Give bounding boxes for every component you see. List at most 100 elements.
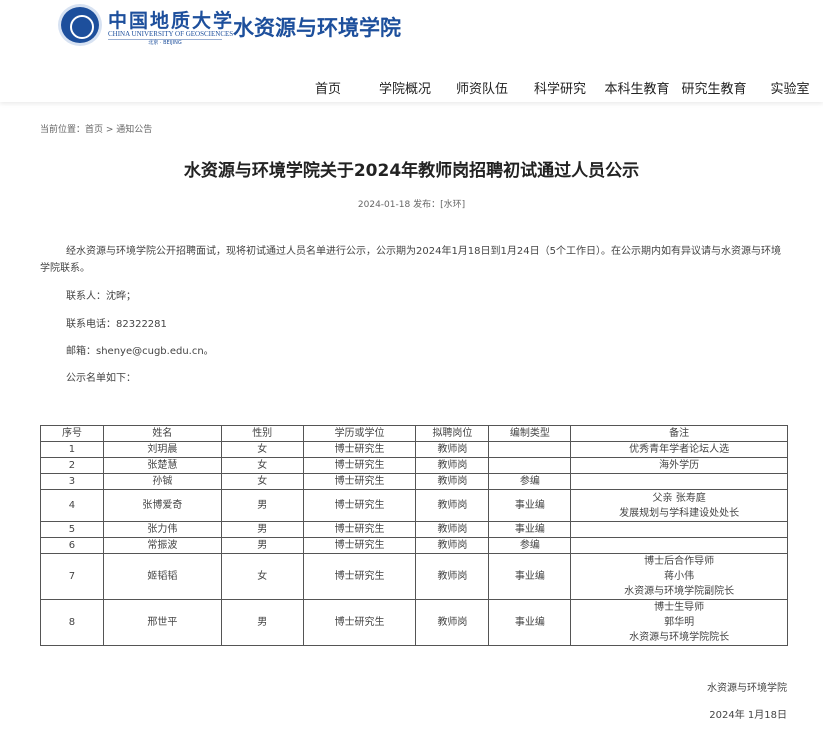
contact-email: 邮箱：shenye@cugb.edu.cn。 [66, 346, 214, 357]
intro-paragraph: 经水资源与环境学院公开招聘面试，现将初试通过人员名单进行公示，公示期为2024年… [40, 246, 781, 274]
cell-row-number: 3 [40, 473, 104, 490]
remark-line: 父亲 张寿庭 [652, 492, 706, 504]
remark-line: 蒋小伟 [664, 571, 695, 582]
header-cell: 姓名 [102, 425, 222, 442]
cell-name: 张力伟 [102, 521, 222, 538]
cell-gender: 女 [220, 553, 304, 600]
table-row: 3 孙铖女博士研究生 教师岗 参编 [40, 473, 788, 490]
university-name-en: CHINA UNIVERSITY OF GEOSCIENCES [108, 30, 234, 38]
table-row: 4 张博爱奇男博士研究生 教师岗 事业编 父亲 张寿庭 发展规划与学科建设处处长 [40, 489, 788, 522]
cell-degree: 博士研究生 [302, 473, 417, 490]
cell-degree: 博士研究生 [302, 553, 417, 600]
cell-row-number: 2 [40, 457, 104, 474]
page-title: 水资源与环境学院关于2024年教师岗招聘初试通过人员公示 [183, 161, 640, 181]
cell-remark: 博士生导师郭华明水资源与环境学院院长 [570, 599, 788, 646]
table-header-row: 序号 姓名 性别 学历或学位 拟聘岗位 编制类型 备注 [40, 425, 788, 442]
remark-line: 水资源与环境学院院长 [629, 632, 730, 643]
nav-undergrad[interactable]: 本科生教育 [604, 82, 670, 97]
table-row: 7 姬韬韬女博士研究生 教师岗 事业编 博士后合作导师 蒋小伟 水资源与环境学院副院长 [40, 553, 788, 600]
cell-name: 张楚慧 [102, 457, 222, 474]
remark-line: 博士后合作导师 [644, 556, 715, 567]
site-header: 中国地质大学 CHINA UNIVERSITY OF GEOSCIENCES 北… [0, 0, 823, 102]
cell-staffing-type [488, 441, 572, 458]
cell-name: 孙铖 [102, 473, 222, 490]
cell-staffing-type: 参编 [488, 473, 572, 490]
cell-gender: 男 [220, 599, 304, 646]
cell-position: 教师岗 [415, 537, 490, 554]
cell-row-number: 7 [40, 553, 104, 600]
cell-position: 教师岗 [415, 553, 490, 600]
remark-line: 发展规划与学科建设处处长 [619, 507, 740, 519]
nav-faculty[interactable]: 师资队伍 [455, 82, 509, 97]
cell-gender: 男 [220, 489, 304, 522]
cell-position: 教师岗 [415, 521, 490, 538]
nav-research[interactable]: 科学研究 [533, 82, 587, 97]
cell-remark [570, 473, 788, 490]
cell-remark: 优秀青年学者论坛人选 [570, 441, 788, 458]
nav-about[interactable]: 学院概况 [378, 82, 432, 97]
cell-degree: 博士研究生 [302, 537, 417, 554]
cell-row-number: 5 [40, 521, 104, 538]
table-row: 1 刘玥晨女博士研究生 教师岗 优秀青年学者论坛人选 [40, 441, 788, 458]
header-cell: 序号 [40, 425, 104, 442]
cell-staffing-type: 事业编 [488, 599, 572, 646]
header-cell: 编制类型 [488, 425, 572, 442]
cell-degree: 博士研究生 [302, 521, 417, 538]
cell-name: 张博爱奇 [102, 489, 222, 522]
cell-position: 教师岗 [415, 457, 490, 474]
cell-remark [570, 521, 788, 538]
cell-gender: 男 [220, 521, 304, 538]
header-cell: 备注 [570, 425, 788, 442]
cell-staffing-type: 事业编 [488, 521, 572, 538]
university-city: 北京 · BEIJING [108, 39, 222, 47]
cell-position: 教师岗 [415, 489, 490, 522]
cell-gender: 男 [220, 537, 304, 554]
publish-meta: 2024-01-18 发布：[水环] [357, 200, 466, 210]
cell-row-number: 8 [40, 599, 104, 646]
remark-line: 水资源与环境学院副院长 [624, 586, 735, 597]
list-intro: 公示名单如下： [66, 373, 136, 384]
breadcrumb[interactable]: 当前位置：首页 > 通知公告 [40, 125, 153, 135]
cell-staffing-type: 事业编 [488, 553, 572, 600]
cell-staffing-type: 事业编 [488, 489, 572, 522]
table-row: 6 常振波男博士研究生 教师岗 参编 [40, 537, 788, 554]
cell-remark: 博士后合作导师 蒋小伟水资源与环境学院副院长 [570, 553, 788, 600]
contact-phone: 联系电话：82322281 [66, 319, 167, 330]
table-row: 8 邢世平男博士研究生 教师岗 事业编 博士生导师 郭华明 水资源与环境学院院长 [40, 599, 788, 646]
school-name[interactable]: 水资源与环境学院 [233, 16, 401, 40]
cell-degree: 博士研究生 [302, 599, 417, 646]
cell-remark: 父亲 张寿庭发展规划与学科建设处处长 [570, 489, 788, 522]
cell-gender: 女 [220, 457, 304, 474]
university-name-cn: 中国地质大学 [108, 10, 235, 32]
nav-graduate[interactable]: 研究生教育 [681, 82, 747, 97]
main-nav: 首页 学院概况 师资队伍 科学研究 本科生教育 研究生教育 实验室 [0, 78, 823, 98]
cell-degree: 博士研究生 [302, 441, 417, 458]
cell-name: 常振波 [102, 537, 222, 554]
header-cell: 学历或学位 [302, 425, 417, 442]
remark-line: 海外学历 [659, 460, 700, 471]
cell-position: 教师岗 [415, 473, 490, 490]
remark-line: 郭华明 [664, 617, 695, 628]
cell-remark [570, 537, 788, 554]
table-row: 2 张楚慧女博士研究生 教师岗 海外学历 [40, 457, 788, 474]
header-cell: 性别 [220, 425, 304, 442]
nav-lab[interactable]: 实验室 [770, 82, 810, 97]
university-logo-icon[interactable] [58, 4, 102, 46]
nav-home[interactable]: 首页 [314, 82, 342, 97]
cell-remark: 海外学历 [570, 457, 788, 474]
contact-person: 联系人：沈晔； [66, 291, 136, 302]
footer-date: 2024年 1月18日 [709, 710, 787, 721]
cell-name: 刘玥晨 [102, 441, 222, 458]
cell-row-number: 6 [40, 537, 104, 554]
remark-line: 优秀青年学者论坛人选 [629, 444, 730, 455]
cell-row-number: 1 [40, 441, 104, 458]
footer-org: 水资源与环境学院 [707, 683, 787, 694]
cell-degree: 博士研究生 [302, 489, 417, 522]
table-row: 5 张力伟男博士研究生 教师岗 事业编 [40, 521, 788, 538]
remark-line: 博士生导师 [654, 602, 705, 613]
cell-position: 教师岗 [415, 599, 490, 646]
cell-staffing-type [488, 457, 572, 474]
cell-name: 邢世平 [102, 599, 222, 646]
cell-name: 姬韬韬 [102, 553, 222, 600]
header-cell: 拟聘岗位 [415, 425, 490, 442]
